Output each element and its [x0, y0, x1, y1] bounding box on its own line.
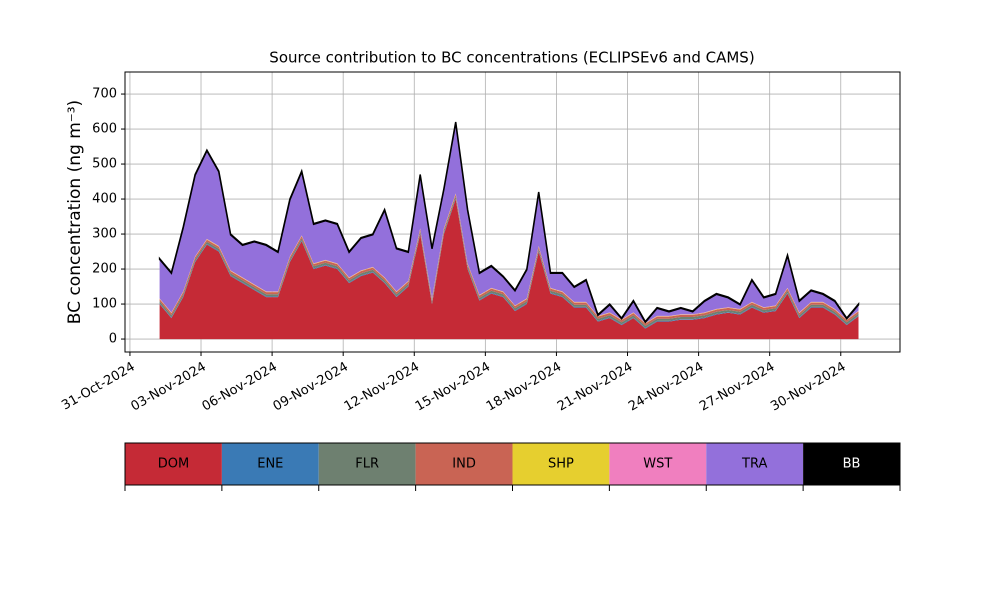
y-tick-label: 0: [109, 332, 117, 347]
legend-swatch: [415, 443, 513, 485]
legend-swatch: [221, 443, 319, 485]
x-tick-label: 18-Nov-2024: [484, 360, 564, 415]
y-tick-label: 500: [92, 157, 117, 172]
legend-label: IND: [452, 457, 476, 472]
y-tick-label: 600: [92, 122, 117, 137]
x-tick-label: 03-Nov-2024: [128, 360, 208, 415]
legend-swatch: [609, 443, 707, 485]
x-tick-label: 09-Nov-2024: [271, 360, 351, 415]
chart-title: Source contribution to BC concentrations…: [269, 49, 754, 67]
x-tick-label: 30-Nov-2024: [768, 360, 848, 415]
legend-label: BB: [843, 457, 861, 472]
plot-frame: [124, 71, 901, 353]
legend-label: DOM: [158, 457, 189, 472]
y-tick-label: 400: [92, 192, 117, 207]
legend-frame: [124, 442, 901, 486]
legend-label: ENE: [257, 457, 283, 472]
x-tick-label: 24-Nov-2024: [626, 360, 706, 415]
legend-label: FLR: [355, 457, 379, 472]
x-tick-label: 21-Nov-2024: [555, 360, 635, 415]
legend-swatch: [125, 443, 222, 485]
y-axis-label: BC concentration (ng m⁻³): [65, 100, 85, 324]
legend-label: SHP: [548, 457, 574, 472]
x-tick-label: 31-Oct-2024: [59, 360, 137, 414]
legend-label: WST: [643, 457, 672, 472]
legend-label: TRA: [741, 457, 767, 472]
y-tick-label: 100: [92, 297, 117, 312]
area-tra: [159, 122, 859, 323]
area-ind: [159, 194, 859, 326]
legend-swatch: [318, 443, 416, 485]
area-bb: [158, 121, 860, 324]
x-tick-label: 12-Nov-2024: [342, 360, 422, 415]
x-tick-label: 27-Nov-2024: [697, 360, 777, 415]
legend-swatch: [803, 443, 900, 485]
x-tick-label: 15-Nov-2024: [413, 360, 493, 415]
x-tick-label: 06-Nov-2024: [200, 360, 280, 415]
legend-swatch: [706, 443, 804, 485]
y-tick-label: 300: [92, 227, 117, 242]
y-tick-label: 200: [92, 262, 117, 277]
y-tick-label: 700: [92, 87, 117, 102]
legend-swatch: [512, 443, 610, 485]
area-dom: [159, 199, 859, 340]
area-flr: [159, 196, 859, 328]
